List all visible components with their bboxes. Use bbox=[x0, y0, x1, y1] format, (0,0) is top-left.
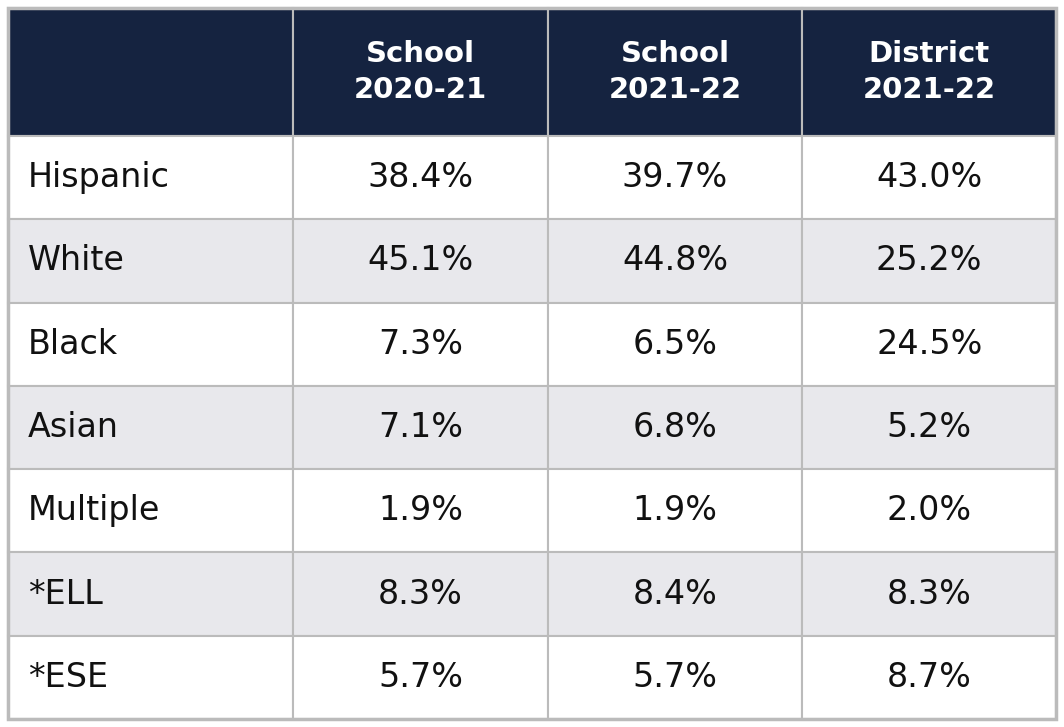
Text: 5.7%: 5.7% bbox=[378, 661, 463, 694]
Text: 38.4%: 38.4% bbox=[367, 161, 473, 194]
Text: 5.2%: 5.2% bbox=[886, 411, 971, 444]
Text: 6.5%: 6.5% bbox=[633, 328, 717, 361]
Bar bbox=[293, 136, 548, 220]
Text: Black: Black bbox=[28, 328, 118, 361]
Text: 5.7%: 5.7% bbox=[633, 661, 717, 694]
Text: School: School bbox=[620, 40, 730, 68]
Text: 7.3%: 7.3% bbox=[378, 328, 463, 361]
Bar bbox=[802, 553, 1055, 635]
Text: 43.0%: 43.0% bbox=[876, 161, 982, 194]
Bar bbox=[548, 220, 802, 302]
Bar bbox=[548, 386, 802, 469]
Bar bbox=[293, 635, 548, 719]
Text: 7.1%: 7.1% bbox=[378, 411, 463, 444]
Text: 2.0%: 2.0% bbox=[886, 494, 971, 527]
Text: 6.8%: 6.8% bbox=[633, 411, 717, 444]
Bar bbox=[548, 302, 802, 386]
Bar bbox=[802, 8, 1055, 136]
Text: Asian: Asian bbox=[28, 411, 119, 444]
Bar bbox=[548, 635, 802, 719]
Bar bbox=[802, 302, 1055, 386]
Text: 39.7%: 39.7% bbox=[622, 161, 728, 194]
Bar bbox=[802, 136, 1055, 220]
Bar bbox=[9, 302, 293, 386]
Bar bbox=[9, 469, 293, 553]
Text: 2021-22: 2021-22 bbox=[863, 76, 996, 104]
Bar bbox=[9, 553, 293, 635]
Bar bbox=[802, 386, 1055, 469]
Text: 2021-22: 2021-22 bbox=[609, 76, 742, 104]
Text: 2020-21: 2020-21 bbox=[353, 76, 487, 104]
Text: Hispanic: Hispanic bbox=[28, 161, 170, 194]
Text: 1.9%: 1.9% bbox=[633, 494, 717, 527]
Bar bbox=[293, 553, 548, 635]
Text: *ESE: *ESE bbox=[28, 661, 109, 694]
Text: White: White bbox=[28, 244, 124, 278]
Bar bbox=[9, 220, 293, 302]
Bar bbox=[802, 635, 1055, 719]
Bar bbox=[293, 469, 548, 553]
Text: District: District bbox=[868, 40, 990, 68]
Text: *ELL: *ELL bbox=[28, 577, 103, 611]
Text: 8.3%: 8.3% bbox=[886, 577, 971, 611]
Bar bbox=[802, 220, 1055, 302]
Bar bbox=[9, 386, 293, 469]
Text: 45.1%: 45.1% bbox=[367, 244, 473, 278]
Text: 1.9%: 1.9% bbox=[378, 494, 463, 527]
Text: 8.3%: 8.3% bbox=[378, 577, 463, 611]
Bar bbox=[802, 469, 1055, 553]
Bar bbox=[293, 220, 548, 302]
Text: School: School bbox=[366, 40, 475, 68]
Bar bbox=[9, 635, 293, 719]
Bar bbox=[9, 136, 293, 220]
Bar bbox=[293, 302, 548, 386]
Bar bbox=[293, 386, 548, 469]
Text: 44.8%: 44.8% bbox=[622, 244, 728, 278]
Bar bbox=[548, 553, 802, 635]
Text: 8.4%: 8.4% bbox=[633, 577, 717, 611]
Bar bbox=[293, 8, 548, 136]
Bar bbox=[548, 8, 802, 136]
Bar bbox=[9, 8, 293, 136]
Text: 8.7%: 8.7% bbox=[886, 661, 971, 694]
Text: Multiple: Multiple bbox=[28, 494, 161, 527]
Text: 24.5%: 24.5% bbox=[876, 328, 982, 361]
Bar bbox=[548, 469, 802, 553]
Text: 25.2%: 25.2% bbox=[876, 244, 982, 278]
Bar bbox=[548, 136, 802, 220]
